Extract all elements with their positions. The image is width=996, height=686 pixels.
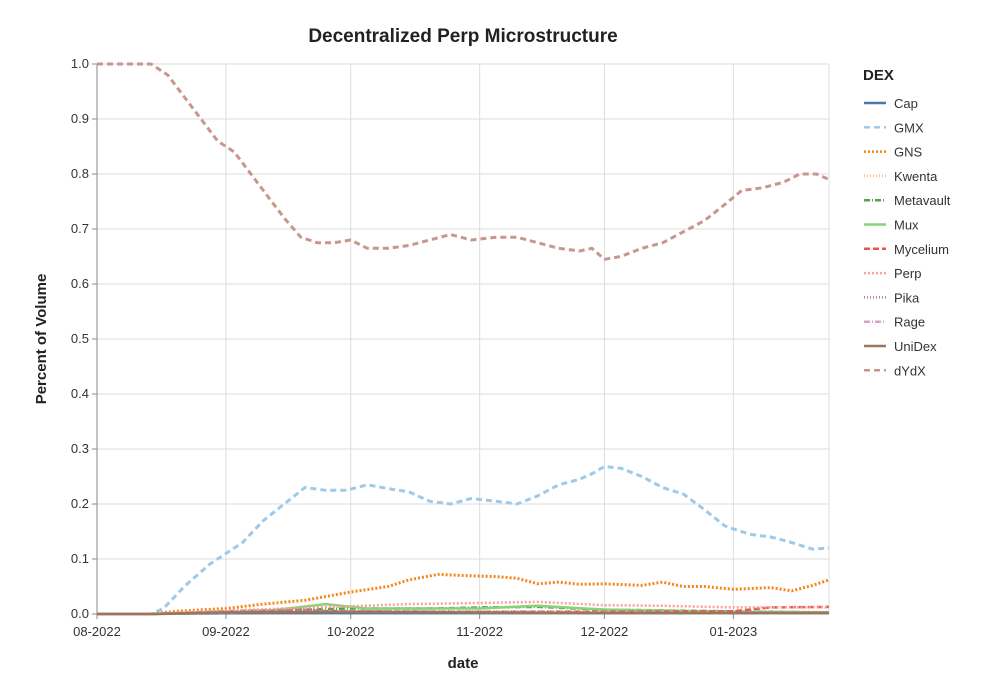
- series-line-gns: [97, 572, 830, 616]
- x-tick-label: 10-2022: [327, 624, 375, 639]
- y-tick-label: 0.0: [71, 606, 89, 621]
- legend-title: DEX: [863, 67, 894, 84]
- series-line-unidex: [97, 610, 829, 616]
- legend-label-gns: GNS: [894, 145, 923, 160]
- y-axis-title: Percent of Volume: [33, 274, 50, 405]
- y-tick-label: 0.8: [71, 166, 89, 181]
- legend-label-dydx: dYdX: [894, 363, 926, 378]
- legend-label-unidex: UniDex: [894, 339, 937, 354]
- y-tick-label: 0.1: [71, 551, 89, 566]
- y-tick-label: 0.3: [71, 441, 89, 456]
- legend-label-rage: Rage: [894, 315, 925, 330]
- series-line-dydx: [97, 62, 830, 261]
- y-tick-label: 0.4: [71, 386, 89, 401]
- y-tick-label: 1.0: [71, 56, 89, 71]
- legend-label-perp: Perp: [894, 266, 921, 281]
- y-tick-label: 0.5: [71, 331, 89, 346]
- x-tick-label: 09-2022: [202, 624, 250, 639]
- legend-label-gmx: GMX: [894, 120, 924, 135]
- legend-label-cap: Cap: [894, 96, 918, 111]
- legend-label-mux: Mux: [894, 218, 919, 233]
- x-tick-label: 11-2022: [456, 624, 503, 639]
- x-tick-label: 01-2023: [709, 624, 757, 639]
- x-tick-label: 12-2022: [581, 624, 629, 639]
- legend: DEX Cap GMX GNS Kwenta Metavault Mux Mycelium P…: [863, 67, 951, 378]
- x-axis-title: date: [448, 655, 479, 672]
- grid: [96, 63, 830, 615]
- legend-label-metavault: Metavault: [894, 193, 951, 208]
- series-line-gmx: [97, 465, 830, 616]
- y-tick-label: 0.9: [71, 111, 89, 126]
- y-tick-label: 0.6: [71, 276, 89, 291]
- legend-label-kwenta: Kwenta: [894, 169, 938, 184]
- axes: 0.0 0.1 0.2 0.3 0.4 0.5 0.6 0.7 0.8 0.9 1.0 08-2022…: [71, 56, 829, 639]
- legend-label-pika: Pika: [894, 290, 920, 305]
- y-tick-label: 0.2: [71, 496, 89, 511]
- legend-label-mycelium: Mycelium: [894, 242, 949, 257]
- series-lines: [97, 62, 830, 616]
- y-tick-label: 0.7: [71, 221, 89, 236]
- chart-title: Decentralized Perp Microstructure: [308, 26, 617, 47]
- x-tick-label: 08-2022: [73, 624, 121, 639]
